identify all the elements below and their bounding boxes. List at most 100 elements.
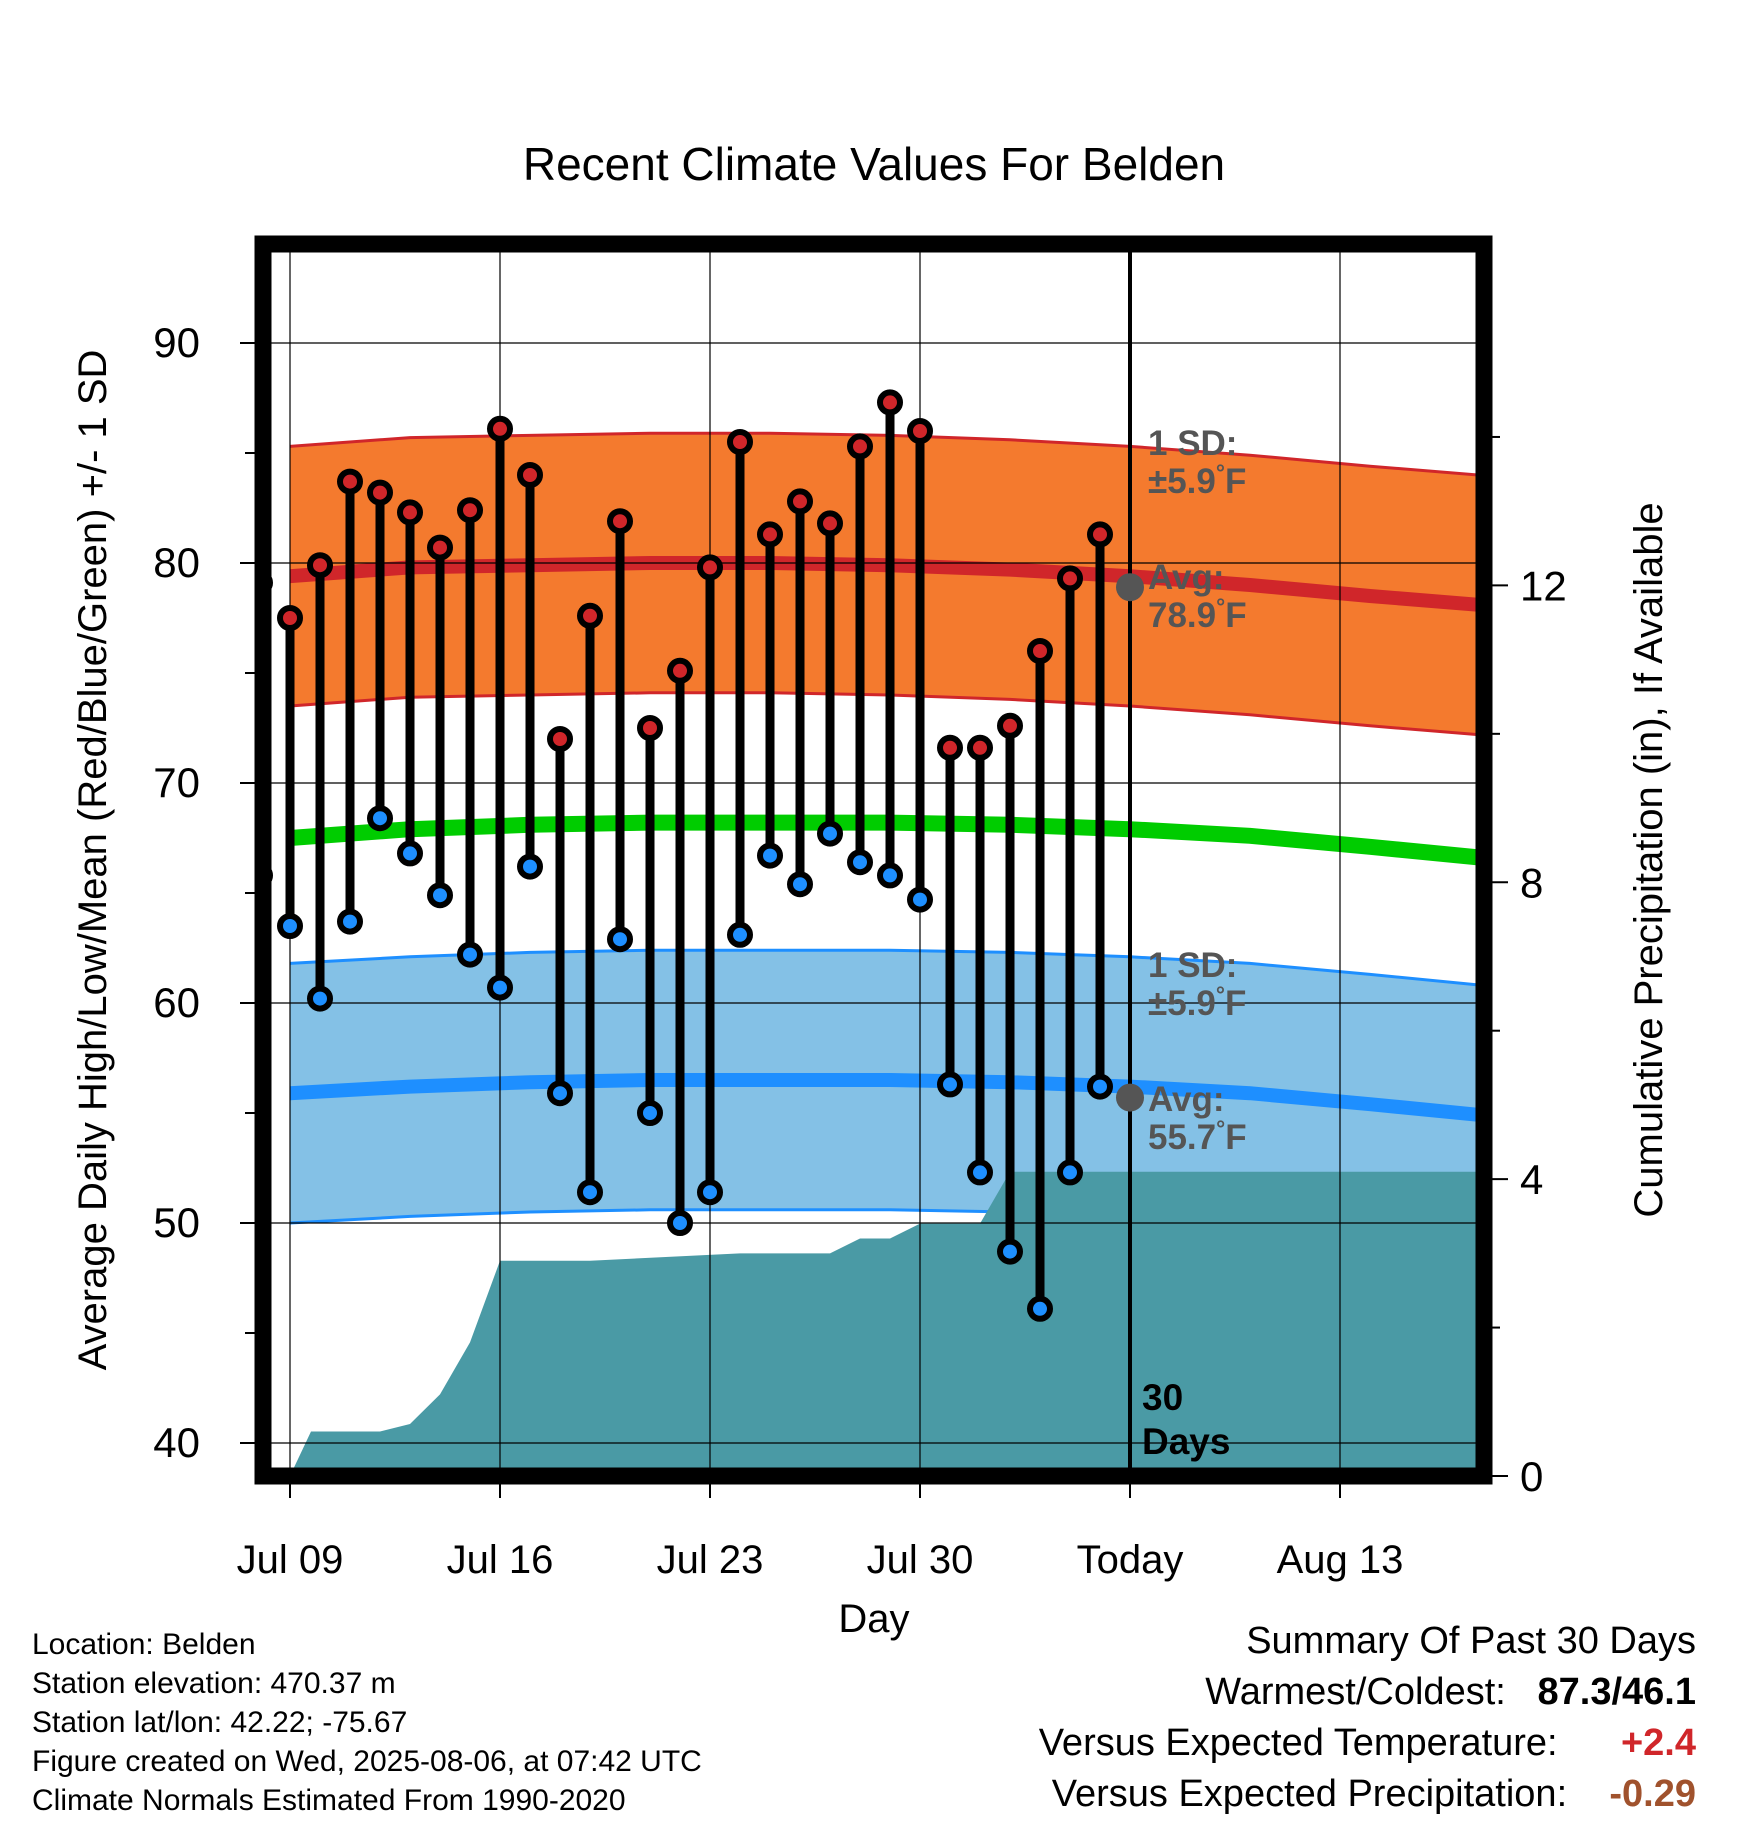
low-point-Jul 26 <box>787 871 813 898</box>
y-tick-label-50: 50 <box>153 1199 200 1246</box>
high-point-Jul 28 <box>847 433 873 460</box>
low-point-Jul 21 <box>637 1100 663 1126</box>
low-avg-annotation-line-1: Avg: <box>1148 1080 1224 1119</box>
y2-tick-label-0: 0 <box>1520 1453 1543 1500</box>
low-point-Jul 25 <box>757 842 783 869</box>
low-point-Jul 24 <box>727 921 753 948</box>
summary-temp: Versus Expected Temperature: +2.4 <box>1039 1722 1696 1765</box>
low-point-Aug 02 <box>997 1238 1023 1265</box>
low-point-Aug 04 <box>1057 1159 1083 1186</box>
plot-frame <box>254 235 1493 1485</box>
low-point-Jul 31 <box>937 1071 963 1098</box>
y2-axis-label: Cumulative Precipitation (in), If Availa… <box>1627 502 1671 1217</box>
high-avg-annotation-line-1: Avg: <box>1148 558 1224 597</box>
high-point-Jul 12 <box>367 479 393 506</box>
precip-area <box>290 1171 1484 1476</box>
low-point-Aug 01 <box>967 1159 993 1186</box>
high-avg-annotation-line-2: 78.9°F <box>1148 594 1247 635</box>
y-tick-label-40: 40 <box>153 1419 200 1466</box>
high-sd-annotation-line-1: 1 SD: <box>1148 424 1237 463</box>
y-tick-label-60: 60 <box>153 979 200 1026</box>
high-point-Jul 22 <box>667 657 693 684</box>
high-point-Jul 19 <box>577 602 603 629</box>
high-point-Jul 27 <box>817 510 843 537</box>
x-axis-label: Day <box>838 1597 909 1641</box>
low-point-Jul 10 <box>307 985 333 1012</box>
window-label-line-2: Days <box>1142 1421 1230 1462</box>
info-created: Figure created on Wed, 2025-08-06, at 07… <box>32 1745 702 1778</box>
high-point-Jul 30 <box>907 418 933 444</box>
low-point-Jul 11 <box>337 908 363 935</box>
warm-cold-label: Warmest/Coldest: <box>1205 1671 1506 1713</box>
x-tick-label-6: Aug 13 <box>1277 1538 1404 1582</box>
low-point-Aug 05 <box>1087 1073 1113 1100</box>
info-normals: Climate Normals Estimated From 1990-2020 <box>32 1784 626 1817</box>
plot-area <box>220 244 1484 1476</box>
high-point-Jul 23 <box>697 554 723 581</box>
high-point-Jul 29 <box>877 389 903 416</box>
chart-title: Recent Climate Values For Belden <box>523 138 1225 190</box>
summary-precip: Versus Expected Precipitation: -0.29 <box>1052 1773 1696 1816</box>
x-tick-label-4: Jul 30 <box>867 1538 974 1582</box>
low-point-Jul 14 <box>427 882 453 909</box>
low-point-Jul 30 <box>907 886 933 913</box>
low-avg-line <box>289 1073 1484 1123</box>
high-point-Jul 07 <box>220 434 240 454</box>
high-point-Jul 24 <box>727 429 753 455</box>
high-point-Aug 02 <box>997 712 1023 739</box>
low-point-Jul 15 <box>457 941 483 968</box>
low-point-Jul 13 <box>397 840 423 867</box>
window-label-line-1: 30 <box>1142 1377 1183 1418</box>
low-sd-band-upper-edge <box>289 948 1484 988</box>
precip-value: -0.29 <box>1609 1773 1696 1815</box>
y2-tick-label-12: 12 <box>1520 562 1567 609</box>
today-low-avg-marker <box>1116 1083 1144 1112</box>
y-axis-label: Average Daily High/Low/Mean (Red/Blue/Gr… <box>71 350 115 1371</box>
high-point-Aug 05 <box>1087 521 1113 548</box>
low-point-Jul 22 <box>667 1210 693 1236</box>
low-point-Jul 07 <box>220 865 240 885</box>
high-point-Jul 20 <box>607 508 633 535</box>
low-point-Jul 28 <box>847 849 873 876</box>
low-point-Jul 19 <box>577 1179 603 1206</box>
high-point-Jul 21 <box>637 715 663 741</box>
today-high-avg-marker <box>1116 573 1144 602</box>
high-point-Jul 17 <box>517 462 543 488</box>
high-point-Jul 11 <box>337 468 363 495</box>
low-avg-annotation-line-2: 55.7°F <box>1148 1116 1247 1157</box>
high-point-Jul 10 <box>307 552 333 579</box>
low-point-Jul 09 <box>277 913 303 939</box>
low-point-Jul 17 <box>517 853 543 880</box>
high-point-Jul 31 <box>937 734 963 761</box>
high-point-Jul 14 <box>427 534 453 561</box>
info-location: Location: Belden <box>32 1628 256 1661</box>
x-tick-label-5: Today <box>1077 1538 1184 1582</box>
x-tick-label-3: Jul 23 <box>657 1538 764 1582</box>
x-tick-label-1: Jul 09 <box>237 1538 344 1582</box>
low-point-Jul 20 <box>607 926 633 953</box>
x-tick-label-2: Jul 16 <box>447 1538 554 1582</box>
temp-label: Versus Expected Temperature: <box>1038 1722 1558 1764</box>
high-point-Jul 13 <box>397 499 423 526</box>
low-sd-annotation-line-1: 1 SD: <box>1148 946 1237 985</box>
high-point-Jul 09 <box>277 605 303 631</box>
y-tick-label-70: 70 <box>153 759 200 806</box>
low-point-Jul 29 <box>877 862 903 889</box>
low-sd-annotation-line-2: ±5.9°F <box>1148 982 1246 1023</box>
high-point-Jul 18 <box>547 726 573 752</box>
summary-title: Summary Of Past 30 Days <box>1246 1620 1696 1662</box>
high-point-Jul 25 <box>757 521 783 548</box>
high-point-Aug 01 <box>967 734 993 761</box>
temp-value: +2.4 <box>1620 1722 1696 1764</box>
y-tick-label-90: 90 <box>153 319 200 366</box>
low-point-Jul 16 <box>487 974 513 1001</box>
y2-tick-label-4: 4 <box>1520 1156 1543 1203</box>
info-elevation: Station elevation: 470.37 m <box>32 1667 396 1700</box>
y-tick-label-80: 80 <box>153 539 200 586</box>
precip-label: Versus Expected Precipitation: <box>1051 1773 1568 1815</box>
high-point-Jul 15 <box>457 497 483 524</box>
summary-warm-cold: Warmest/Coldest: 87.3/46.1 <box>1205 1671 1696 1714</box>
warm-cold-value: 87.3/46.1 <box>1537 1671 1696 1713</box>
high-point-Jul 26 <box>787 488 813 515</box>
